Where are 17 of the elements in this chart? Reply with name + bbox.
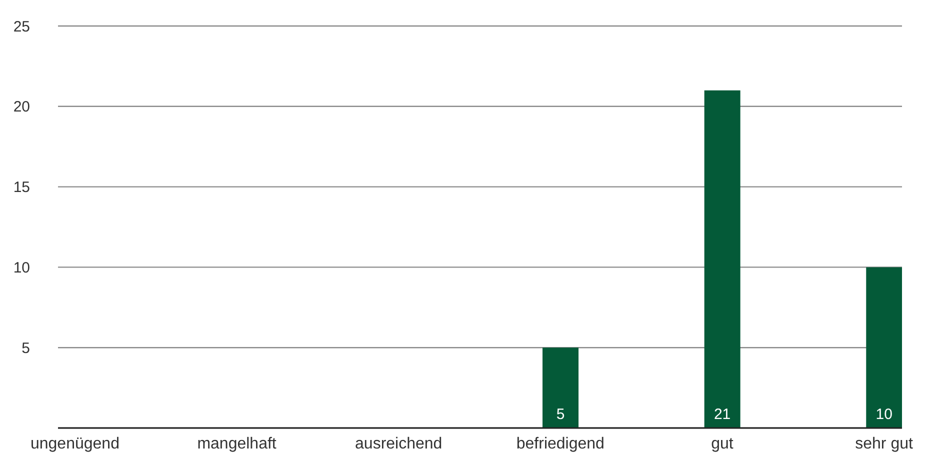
x-tick-label: mangelhaft (197, 435, 277, 452)
data-label: 21 (714, 406, 731, 423)
x-tick-label: gut (711, 435, 734, 452)
bar (542, 348, 579, 428)
x-tick-label: sehr gut (855, 435, 914, 452)
data-label: 10 (876, 406, 892, 423)
y-tick-label: 10 (13, 260, 30, 277)
data-label: 5 (556, 406, 565, 423)
y-tick-label: 15 (13, 179, 30, 196)
bar (704, 90, 740, 428)
x-tick-label: befriedigend (516, 435, 604, 452)
bar (866, 267, 902, 428)
x-tick-label: ausreichend (355, 435, 442, 452)
y-tick-label: 20 (13, 98, 30, 116)
x-tick-label: ungenügend (30, 435, 120, 452)
y-tick-label: 25 (13, 18, 30, 36)
y-tick-label: 5 (22, 340, 30, 357)
